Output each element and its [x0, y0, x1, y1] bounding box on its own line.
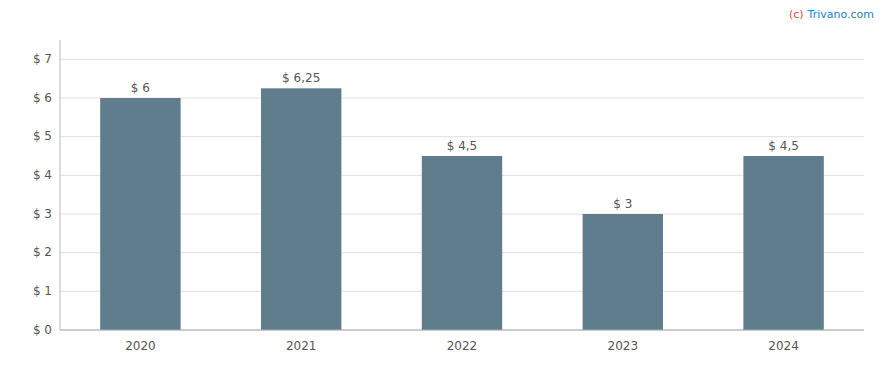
data-label: $ 6,25 [282, 71, 320, 85]
y-tick-label: $ 0 [33, 323, 52, 337]
y-tick-label: $ 4 [33, 168, 52, 182]
watermark: (c)Trivano.com [789, 8, 874, 21]
bar [743, 156, 823, 330]
bar [100, 98, 180, 330]
x-tick-label: 2021 [286, 339, 317, 353]
y-tick-label: $ 3 [33, 207, 52, 221]
data-label: $ 4,5 [447, 139, 478, 153]
y-tick-label: $ 2 [33, 245, 52, 259]
grid-line [60, 330, 864, 331]
x-tick-label: 2024 [768, 339, 799, 353]
bar [422, 156, 502, 330]
chart: $ 0 $ 1 $ 2 $ 3 $ 4 $ 5 $ 6 $ 7 $ 6 $ 6,25 $ 4,5 $ … [0, 0, 888, 370]
data-label: $ 4,5 [768, 139, 799, 153]
x-tick-label: 2020 [125, 339, 156, 353]
y-tick-label: $ 5 [33, 129, 52, 143]
x-axis-line [60, 330, 864, 331]
y-axis-line [60, 40, 61, 330]
bar [261, 88, 341, 330]
x-tick-label: 2023 [608, 339, 639, 353]
bars [100, 88, 824, 330]
data-label: $ 6 [131, 81, 150, 95]
data-label: $ 3 [613, 197, 632, 211]
x-tick-label: 2022 [447, 339, 478, 353]
y-tick-label: $ 1 [33, 284, 52, 298]
y-tick-label: $ 6 [33, 91, 52, 105]
annotation: Trivano.com [807, 8, 874, 21]
annotation: (c) [789, 8, 804, 21]
grid-line [60, 59, 864, 60]
bar [583, 214, 663, 330]
y-tick-label: $ 7 [33, 52, 52, 66]
grid [60, 59, 864, 330]
